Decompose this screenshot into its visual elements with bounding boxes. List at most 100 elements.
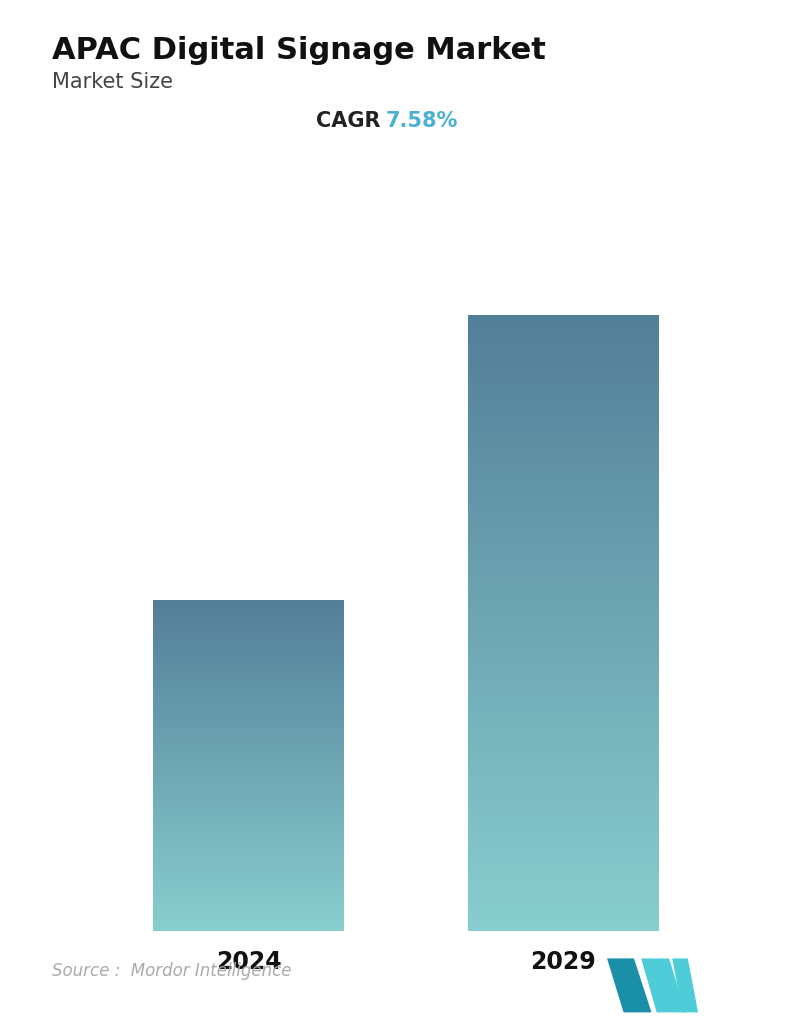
Bar — [467, 373, 659, 374]
Bar — [467, 434, 659, 435]
Bar — [467, 478, 659, 479]
Bar — [467, 685, 659, 686]
Bar — [467, 626, 659, 627]
Bar — [467, 356, 659, 357]
Bar — [467, 659, 659, 660]
Bar — [467, 582, 659, 583]
Bar — [467, 648, 659, 650]
Bar — [467, 664, 659, 665]
Bar — [467, 634, 659, 635]
Bar — [467, 842, 659, 843]
Bar — [467, 803, 659, 805]
Bar — [467, 564, 659, 565]
Bar — [467, 839, 659, 840]
Bar — [467, 799, 659, 800]
Bar — [467, 859, 659, 860]
Bar — [467, 487, 659, 489]
Bar — [467, 713, 659, 716]
Bar — [467, 459, 659, 460]
Bar — [467, 758, 659, 760]
Bar — [467, 748, 659, 749]
Bar — [467, 636, 659, 638]
Bar — [467, 884, 659, 885]
Bar — [467, 752, 659, 754]
Bar — [467, 442, 659, 444]
Bar — [467, 613, 659, 614]
Bar — [467, 349, 659, 351]
Bar — [467, 751, 659, 752]
Bar — [467, 579, 659, 580]
Bar — [467, 503, 659, 504]
Bar — [467, 369, 659, 370]
Bar — [467, 816, 659, 817]
Bar — [467, 791, 659, 793]
Bar — [467, 671, 659, 672]
Bar — [467, 788, 659, 789]
Bar — [467, 781, 659, 782]
Bar — [467, 743, 659, 744]
Bar — [467, 609, 659, 610]
Bar — [467, 450, 659, 451]
Bar — [467, 619, 659, 620]
Bar — [467, 660, 659, 661]
Bar — [467, 909, 659, 910]
Bar — [467, 448, 659, 450]
Bar — [467, 562, 659, 564]
Bar — [467, 625, 659, 626]
Bar — [467, 838, 659, 839]
Bar — [467, 370, 659, 372]
Bar — [467, 610, 659, 612]
Bar — [467, 930, 659, 931]
Bar — [467, 737, 659, 738]
Bar — [467, 863, 659, 864]
Bar — [467, 697, 659, 698]
Bar — [467, 583, 659, 584]
Bar — [467, 419, 659, 420]
Bar — [467, 688, 659, 690]
Bar — [467, 834, 659, 835]
Bar — [467, 580, 659, 581]
Bar — [467, 431, 659, 432]
Bar — [467, 396, 659, 398]
Bar — [467, 461, 659, 463]
Bar — [467, 529, 659, 530]
Bar — [467, 332, 659, 334]
Bar — [467, 412, 659, 413]
Bar — [467, 511, 659, 512]
Bar — [467, 414, 659, 415]
Bar — [467, 336, 659, 337]
Bar — [467, 409, 659, 412]
Bar — [467, 318, 659, 321]
Bar — [467, 841, 659, 842]
Bar — [467, 550, 659, 551]
Bar — [467, 323, 659, 324]
Bar — [467, 687, 659, 688]
Bar — [467, 726, 659, 728]
Bar — [467, 703, 659, 704]
Bar — [467, 704, 659, 705]
Bar — [467, 415, 659, 416]
Bar — [467, 361, 659, 362]
Bar — [467, 854, 659, 855]
Bar — [467, 340, 659, 341]
Bar — [467, 490, 659, 491]
Bar — [467, 807, 659, 808]
Bar — [467, 492, 659, 493]
Bar — [467, 509, 659, 510]
Bar — [467, 497, 659, 498]
Bar — [467, 699, 659, 700]
Bar — [467, 868, 659, 869]
Bar — [467, 917, 659, 918]
Bar — [467, 723, 659, 724]
Bar — [467, 767, 659, 768]
Bar — [467, 738, 659, 739]
Bar — [467, 483, 659, 484]
Text: 7.58%: 7.58% — [386, 111, 458, 130]
Bar — [467, 651, 659, 652]
Bar — [467, 782, 659, 783]
Bar — [467, 337, 659, 338]
Bar — [467, 413, 659, 414]
Bar — [467, 615, 659, 616]
Bar — [467, 496, 659, 497]
Bar — [467, 906, 659, 907]
